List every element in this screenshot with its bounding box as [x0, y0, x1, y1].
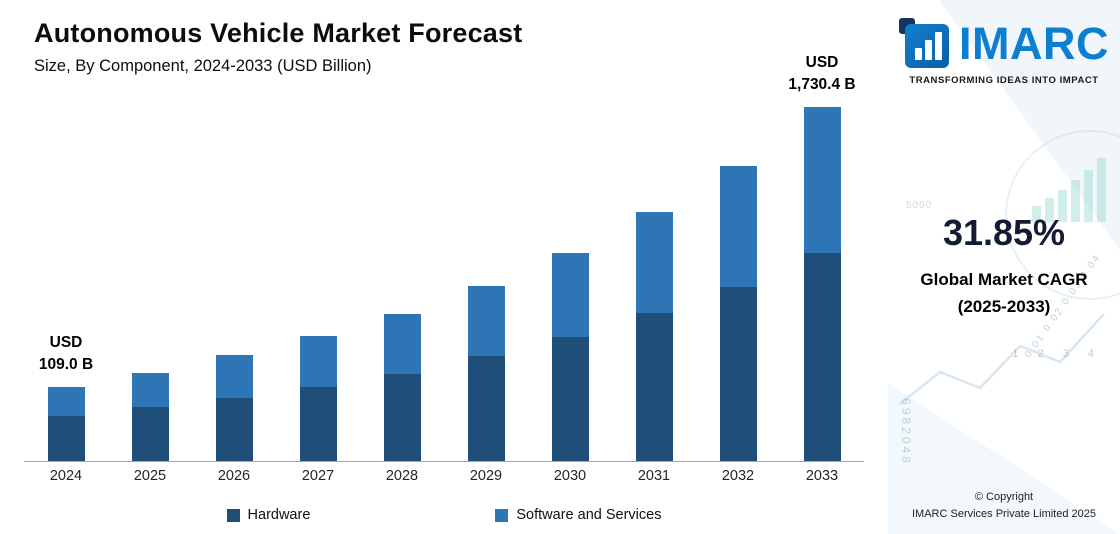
- segment-software-2024: [47, 387, 85, 416]
- stacked-bar-2028: [383, 314, 421, 461]
- plot-columns: 2024 USD 109.0 B 2025 2026 2027 2028 2029 2030 20…: [24, 54, 864, 484]
- x-axis-label-2026: 2026: [217, 468, 251, 484]
- decorative-line-chart: [899, 313, 1105, 405]
- stacked-bar-2032: [719, 166, 757, 461]
- segment-hardware-2031: [635, 313, 673, 461]
- bar-column-2030: 2030: [528, 108, 612, 484]
- x-axis-label-2028: 2028: [385, 468, 419, 484]
- cagr-years: (2025-2033): [957, 297, 1051, 316]
- brand-panel: 0.01 0.02 0.03 0.04 1 2 3 4 6982048 5000…: [888, 0, 1120, 534]
- x-axis-label-2025: 2025: [133, 468, 167, 484]
- copyright-line1: © Copyright: [974, 491, 1034, 503]
- segment-hardware-2032: [719, 287, 757, 461]
- segment-hardware-2027: [299, 387, 337, 461]
- segment-hardware-2025: [131, 407, 169, 461]
- segment-software-2031: [635, 212, 673, 313]
- x-axis-label-2031: 2031: [637, 468, 671, 484]
- x-axis-label-2033: 2033: [805, 468, 839, 484]
- chart-area: Autonomous Vehicle Market Forecast Size,…: [0, 18, 888, 523]
- chart-legend: Hardware Software and Services: [0, 507, 888, 523]
- bar-column-2032: 2032: [696, 108, 780, 484]
- legend-swatch-icon: [226, 508, 240, 522]
- imarc-logo-text: IMARC: [959, 17, 1109, 69]
- bar-column-2025: 2025: [108, 108, 192, 484]
- x-axis-label-2024: 2024: [49, 468, 83, 484]
- segment-hardware-2030: [551, 337, 589, 461]
- bar-column-2031: 2031: [612, 108, 696, 484]
- bar-column-2026: 2026: [192, 108, 276, 484]
- cagr-block: 31.85% Global Market CAGR (2025-2033): [888, 212, 1120, 317]
- chart-subtitle: Size, By Component, 2024-2033 (USD Billi…: [34, 57, 372, 75]
- imarc-logo-icon: [899, 18, 949, 68]
- segment-software-2030: [551, 253, 589, 337]
- segment-software-2033: [803, 107, 841, 253]
- stacked-bar-2030: [551, 253, 589, 461]
- legend-item-hardware: Hardware: [226, 507, 311, 523]
- segment-software-2028: [383, 314, 421, 374]
- segment-hardware-2033: [803, 253, 841, 461]
- x-axis-label-2032: 2032: [721, 468, 755, 484]
- legend-item-software-and-services: Software and Services: [495, 507, 661, 523]
- cagr-value: 31.85%: [942, 212, 1066, 253]
- stacked-bar-2026: [215, 355, 253, 461]
- segment-software-2026: [215, 355, 253, 398]
- bar-column-2024: 2024 USD 109.0 B: [24, 108, 108, 484]
- stacked-bar-2027: [299, 336, 337, 461]
- stacked-bar-2024: [47, 387, 85, 461]
- x-axis-label-2030: 2030: [553, 468, 587, 484]
- imarc-tagline: TRANSFORMING IDEAS INTO IMPACT: [909, 75, 1099, 86]
- watermark-axis-numbers-integer: 1 2 3 4: [1012, 348, 1102, 360]
- value-annotation-2024: USD 109.0 B: [38, 334, 94, 373]
- x-axis-label-2027: 2027: [301, 468, 335, 484]
- imarc-logo: IMARC: [888, 0, 1120, 68]
- decorative-bar-chart: [1032, 158, 1106, 222]
- brand-panel-content: IMARC TRANSFORMING IDEAS INTO IMPACT 31.…: [888, 0, 1120, 534]
- stacked-bar-2029: [467, 286, 505, 461]
- copyright-notice: © Copyright IMARC Services Private Limit…: [888, 489, 1120, 522]
- segment-hardware-2029: [467, 356, 505, 461]
- stacked-bar-2025: [131, 373, 169, 461]
- x-axis-label-2029: 2029: [469, 468, 503, 484]
- segment-software-2025: [131, 373, 169, 407]
- cagr-label: Global Market CAGR: [920, 270, 1088, 289]
- value-annotation-2033: USD 1,730.4 B: [788, 54, 856, 93]
- segment-software-2029: [467, 286, 505, 356]
- stacked-bar-2033: [803, 107, 841, 461]
- segment-hardware-2028: [383, 374, 421, 461]
- bar-column-2033: 2033 USD 1,730.4 B: [780, 54, 864, 484]
- segment-hardware-2024: [47, 416, 85, 461]
- segment-software-2032: [719, 166, 757, 287]
- bar-column-2028: 2028: [360, 108, 444, 484]
- legend-label: Hardware: [247, 507, 311, 523]
- copyright-line2: IMARC Services Private Limited 2025: [911, 507, 1096, 520]
- segment-software-2027: [299, 336, 337, 387]
- bar-column-2029: 2029: [444, 108, 528, 484]
- legend-swatch-icon: [495, 508, 509, 522]
- legend-label: Software and Services: [516, 507, 662, 523]
- bar-column-2027: 2027: [276, 108, 360, 484]
- chart-title: Autonomous Vehicle Market Forecast: [34, 18, 523, 48]
- stacked-bar-2031: [635, 212, 673, 461]
- segment-hardware-2026: [215, 398, 253, 461]
- logo-bars-icon: [915, 32, 942, 60]
- watermark-number-small: 5000: [906, 200, 933, 211]
